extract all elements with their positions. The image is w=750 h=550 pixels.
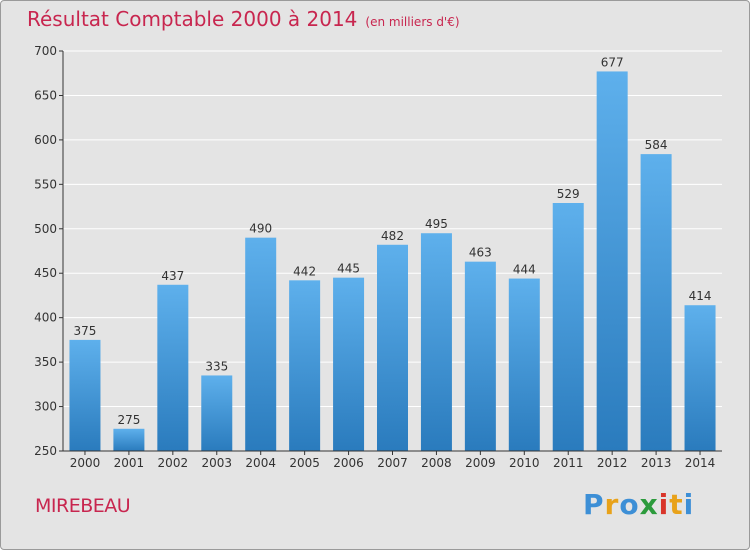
- bar: [464, 261, 496, 451]
- bar-value-label: 529: [557, 187, 580, 201]
- proxiti-logo: Proxiti: [583, 488, 694, 521]
- axes: 250 300 350 400 450 500 550 600 650 700 2000 2001 20…: [34, 44, 722, 470]
- x-tick-label: 2003: [201, 456, 232, 470]
- x-tick-label: 2002: [158, 456, 189, 470]
- bar: [289, 280, 321, 451]
- y-tick-label: 250: [34, 444, 57, 458]
- data-labels: 375 275 437 335 490 442 445 482 495 463 444 529 677 5…: [74, 55, 712, 426]
- bar-value-label: 375: [74, 324, 97, 338]
- x-tick-label: 2013: [641, 456, 672, 470]
- bar: [245, 237, 277, 451]
- y-tick-label: 700: [34, 44, 57, 58]
- bar: [201, 375, 233, 451]
- bar-value-label: 437: [161, 269, 184, 283]
- bar-value-label: 490: [249, 222, 272, 236]
- bar-value-label: 584: [645, 138, 668, 152]
- logo-letter: t: [669, 488, 684, 521]
- y-tick-label: 600: [34, 133, 57, 147]
- bar-value-label: 335: [205, 359, 228, 373]
- x-tick-label: 2001: [114, 456, 145, 470]
- y-tick-label: 550: [34, 177, 57, 191]
- chart-title-text: Résultat Comptable 2000 à 2014: [27, 7, 358, 31]
- x-tick-label: 2005: [289, 456, 320, 470]
- bar-value-label: 677: [601, 55, 624, 69]
- bar-value-label: 414: [689, 289, 712, 303]
- bar: [69, 339, 101, 451]
- logo-letter: i: [683, 488, 695, 521]
- bar: [640, 154, 672, 451]
- bars: [69, 71, 716, 451]
- bar-value-label: 445: [337, 262, 360, 276]
- bar: [377, 244, 408, 451]
- bar: [157, 284, 189, 451]
- y-tick-label: 450: [34, 266, 57, 280]
- y-tick-label: 400: [34, 311, 57, 325]
- logo-letter: x: [639, 488, 659, 521]
- x-tick-label: 2011: [553, 456, 584, 470]
- bar: [113, 428, 145, 451]
- x-tick-label: 2006: [333, 456, 364, 470]
- chart-subtitle: (en milliers d'€): [365, 15, 460, 29]
- bar: [596, 71, 628, 451]
- logo-letter: r: [604, 488, 620, 521]
- bar-value-label: 463: [469, 246, 492, 260]
- chart-title: Résultat Comptable 2000 à 2014 (en millie…: [27, 7, 460, 31]
- bar-value-label: 495: [425, 217, 448, 231]
- y-tick-label: 650: [34, 88, 57, 102]
- logo-letter: o: [619, 488, 640, 521]
- y-tick-label: 350: [34, 355, 57, 369]
- x-tick-label: 2004: [245, 456, 276, 470]
- x-tick-label: 2008: [421, 456, 452, 470]
- bar: [552, 203, 584, 451]
- x-tick-label: 2000: [70, 456, 101, 470]
- logo-letter: P: [583, 488, 605, 521]
- y-tick-label: 300: [34, 400, 57, 414]
- x-tick-label: 2007: [377, 456, 408, 470]
- commune-name: MIREBEAU: [35, 495, 131, 517]
- bar: [420, 233, 452, 451]
- x-tick-label: 2012: [597, 456, 628, 470]
- bar: [508, 278, 540, 451]
- x-tick-label: 2009: [465, 456, 496, 470]
- bar-value-label: 482: [381, 229, 404, 243]
- logo-letter: i: [658, 488, 670, 521]
- x-tick-label: 2014: [685, 456, 716, 470]
- bar-value-label: 444: [513, 263, 536, 277]
- bar: [333, 277, 365, 451]
- y-tick-label: 500: [34, 222, 57, 236]
- bar: [684, 305, 716, 451]
- bar-value-label: 442: [293, 264, 316, 278]
- x-tick-label: 2010: [509, 456, 540, 470]
- bar-value-label: 275: [117, 413, 140, 427]
